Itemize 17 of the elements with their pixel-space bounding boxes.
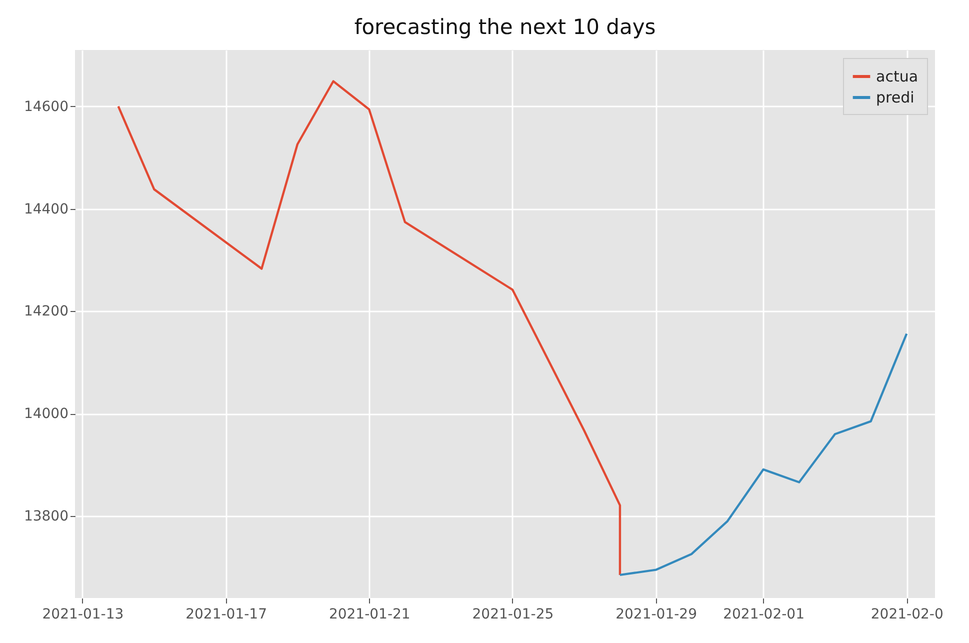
y-tick-label: 14000	[24, 406, 68, 422]
legend-label: actua	[876, 68, 918, 86]
y-tick-label: 14600	[24, 98, 68, 115]
chart-title: forecasting the next 10 days	[354, 15, 656, 39]
x-tick-label: 2021-01-29	[616, 606, 697, 622]
line-series	[117, 80, 622, 576]
x-tick-label: 2021-01-17	[186, 606, 267, 622]
line-series	[618, 332, 908, 576]
x-tick-label: 2021-01-25	[472, 606, 554, 622]
x-tick-label: 2021-01-13	[42, 606, 124, 622]
x-tick-label: 2021-02-01	[723, 606, 804, 622]
y-tick-label: 14400	[24, 201, 68, 218]
legend-label: predi	[876, 88, 914, 106]
x-tick-label: 2021-02-0	[870, 606, 944, 622]
x-tick-label: 2021-01-21	[328, 606, 410, 622]
y-tick-label: 13800	[24, 508, 68, 525]
y-tick-label: 14200	[24, 304, 68, 320]
